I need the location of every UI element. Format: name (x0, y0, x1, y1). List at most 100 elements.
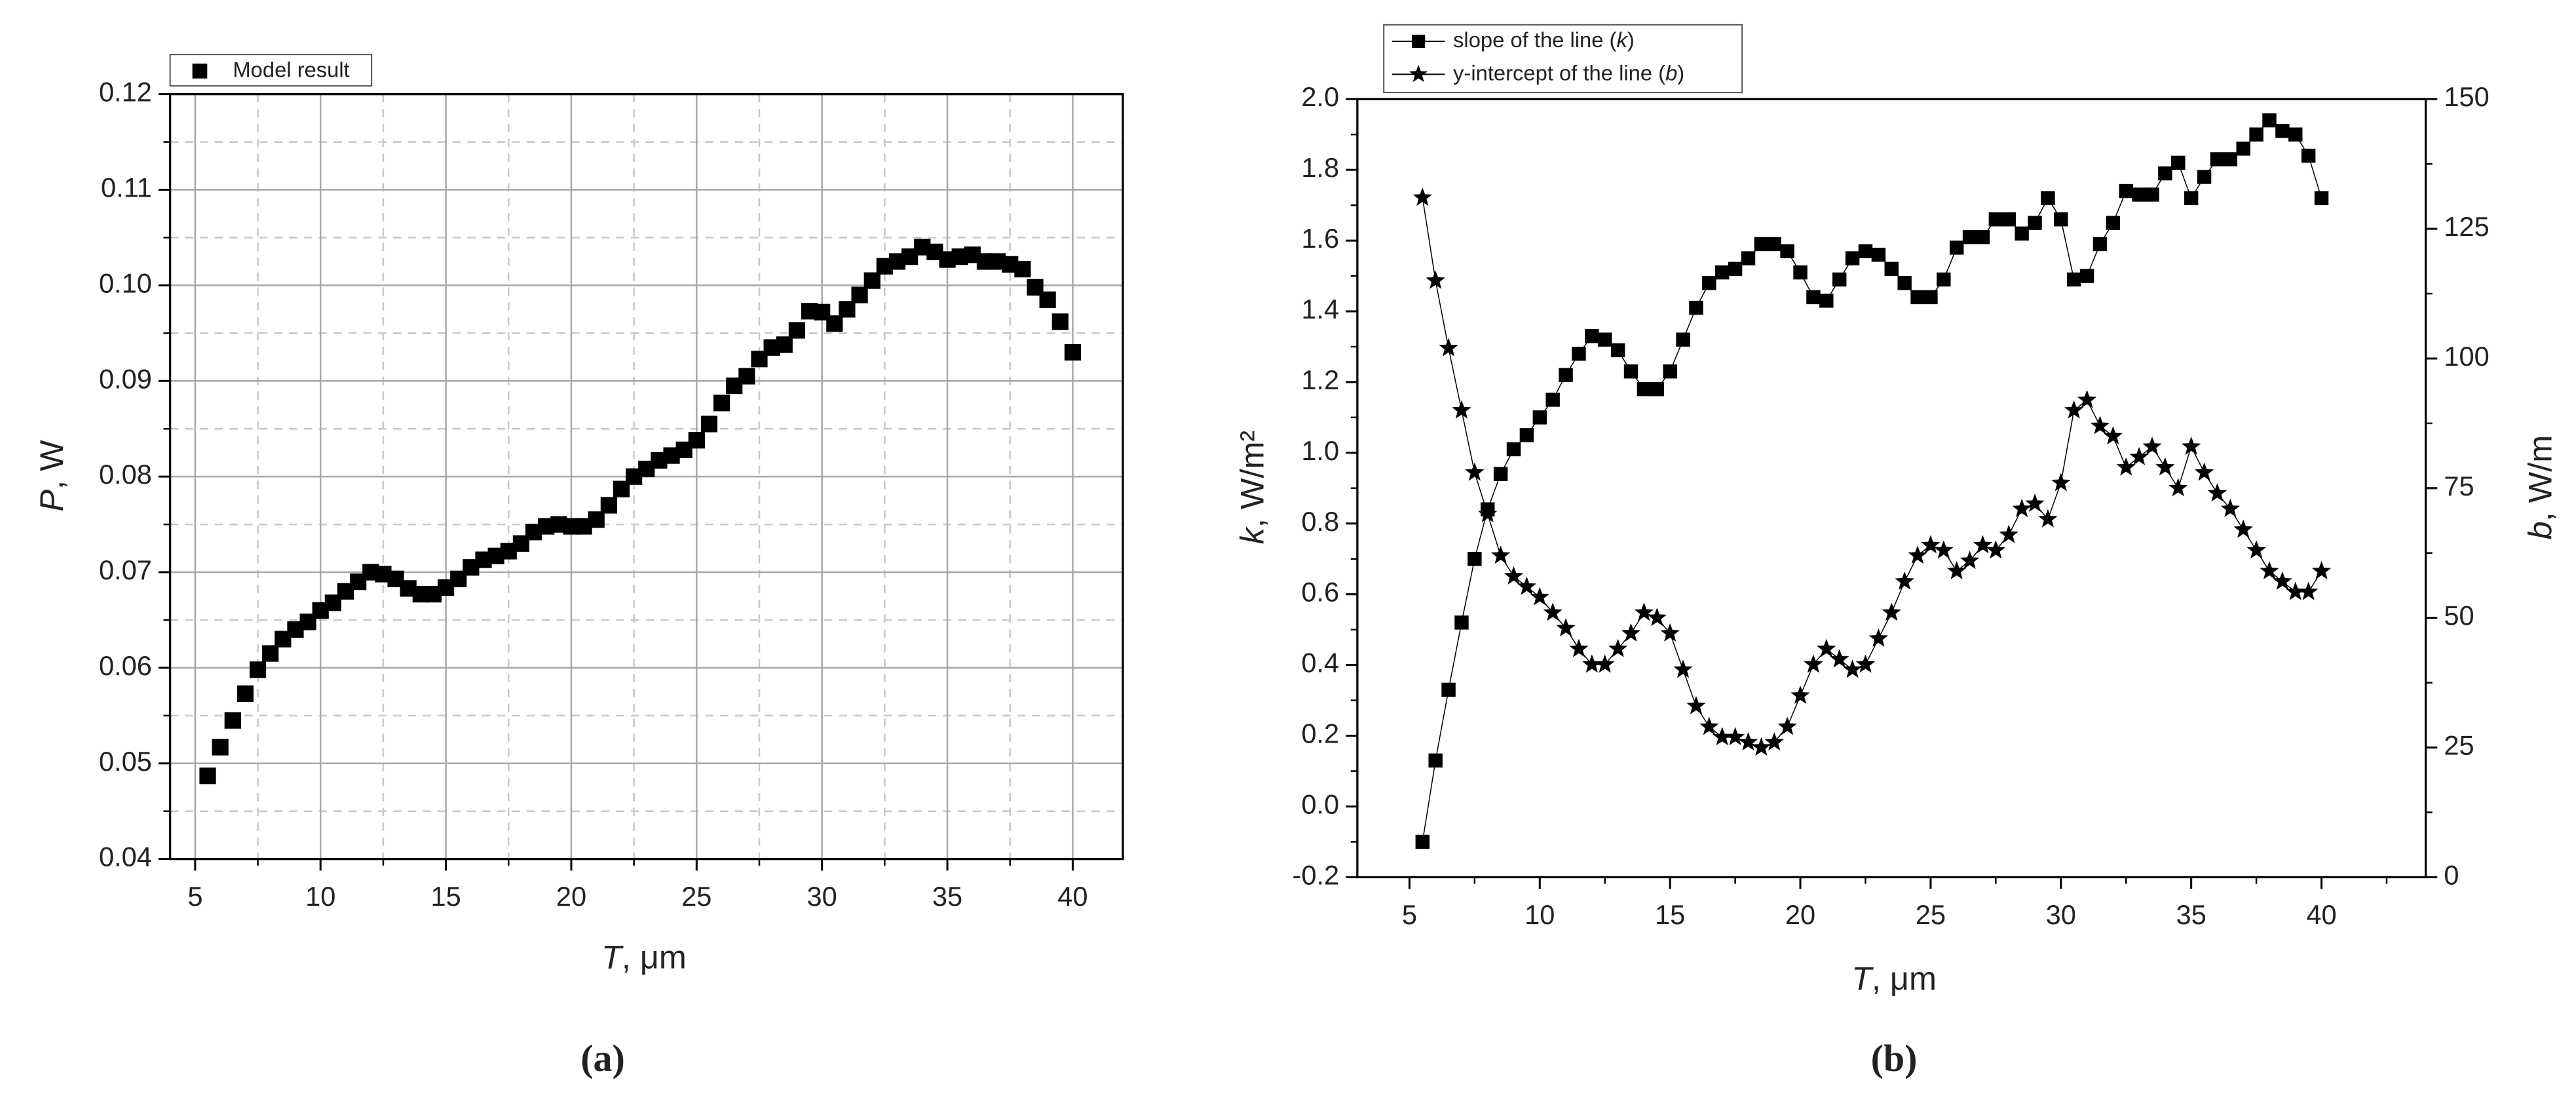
star-marker (2129, 446, 2149, 465)
square-marker (1623, 364, 1638, 379)
star-marker (2103, 426, 2123, 445)
star-marker (1517, 576, 1537, 595)
y-tick-label: 0.06 (99, 650, 152, 681)
square-marker (1064, 343, 1082, 361)
star-marker (1790, 685, 1810, 704)
square-marker (262, 645, 279, 662)
star-marker (1921, 535, 1941, 554)
star-marker (1426, 270, 1445, 289)
x-tick-label: 25 (681, 881, 711, 912)
star-marker (2077, 389, 2097, 408)
square-marker (2314, 191, 2329, 206)
star-marker (1973, 535, 1993, 554)
star-marker (1855, 654, 1876, 673)
y-tick-label: 1.8 (1301, 152, 1339, 183)
legend-marker (1412, 34, 1426, 49)
star-marker (1908, 545, 1927, 564)
star-marker (2169, 478, 2188, 497)
square-marker (1572, 347, 1586, 361)
square-marker (851, 286, 868, 303)
square-marker (199, 767, 216, 785)
square-marker (688, 432, 705, 449)
series-line (1422, 197, 2322, 748)
square-marker (2028, 216, 2042, 230)
square-marker (2184, 191, 2199, 206)
x-tick-label: 5 (187, 881, 202, 912)
legend-box (1383, 24, 1743, 94)
y2-tick-label: 125 (2444, 211, 2489, 242)
star-marker (1842, 659, 1863, 678)
square-marker (1923, 290, 1938, 305)
star-marker (2116, 457, 2136, 476)
x-tick-label: 40 (1057, 881, 1088, 912)
square-marker (1051, 313, 1069, 330)
square-marker (2197, 170, 2212, 184)
square-marker (1532, 410, 1547, 425)
square-marker (2041, 191, 2055, 206)
star-marker (2038, 509, 2058, 528)
y-tick-label: 2.0 (1301, 81, 1339, 112)
square-marker (2262, 113, 2277, 128)
star-marker (2273, 571, 2292, 590)
square-marker (1780, 244, 1794, 258)
square-marker (1493, 467, 1508, 481)
square-marker (2301, 148, 2316, 163)
square-marker (1598, 332, 1612, 347)
square-marker (1949, 241, 1964, 255)
square-marker (826, 315, 843, 332)
star-marker (1490, 545, 1511, 564)
star-marker (1947, 561, 1967, 579)
x-tick-label: 30 (807, 881, 837, 912)
x-axis-label: T, μm (1851, 960, 1937, 997)
square-marker (1428, 753, 1443, 768)
square-marker (1650, 382, 1664, 397)
square-marker (1519, 428, 1534, 442)
square-marker (1754, 237, 1769, 252)
x-tick-label: 15 (430, 881, 461, 912)
x-tick-label: 20 (556, 881, 586, 912)
square-marker (1767, 237, 1781, 252)
y-tick-label: 0.4 (1301, 648, 1339, 678)
star-marker (1478, 503, 1498, 522)
star-marker (1686, 695, 1706, 714)
star-marker (1582, 654, 1602, 673)
square-marker (1884, 262, 1899, 276)
star-marker (1830, 649, 1849, 668)
y-tick-label: 0.07 (99, 554, 152, 585)
square-marker (1637, 382, 1652, 397)
star-marker (1817, 638, 1836, 657)
star-marker (1713, 727, 1732, 746)
star-marker (2207, 483, 2227, 502)
square-marker (588, 511, 605, 528)
x-tick-label: 5 (1402, 899, 1417, 930)
caption: (b) (1871, 1037, 1918, 1079)
square-marker (2015, 226, 2029, 241)
square-marker (1663, 364, 1677, 379)
star-marker (1960, 551, 1980, 570)
star-marker (1725, 727, 1745, 746)
star-marker (2155, 457, 2175, 476)
square-marker (2132, 187, 2146, 202)
square-marker (2210, 152, 2225, 166)
square-marker (1858, 244, 1873, 258)
y-tick-label: 0.08 (99, 459, 152, 490)
star-marker (1608, 638, 1628, 657)
x-tick-label: 10 (305, 881, 335, 912)
star-marker (1452, 400, 1471, 419)
square-marker (1610, 343, 1625, 358)
legend-marker (1409, 64, 1428, 83)
square-marker (2119, 184, 2133, 199)
star-marker (1595, 654, 1615, 673)
y-tick-label: 1.0 (1301, 435, 1339, 466)
square-marker (1039, 291, 1056, 308)
y-tick-label: 1.2 (1301, 364, 1339, 395)
y-tick-label: 0.6 (1301, 577, 1339, 608)
star-marker (1868, 628, 1889, 647)
y-tick-label: 0.12 (99, 77, 152, 107)
square-marker (713, 395, 730, 412)
y2-tick-label: 75 (2444, 471, 2474, 501)
square-marker (1871, 247, 1886, 262)
square-marker (738, 368, 755, 385)
square-marker (1962, 229, 1977, 244)
